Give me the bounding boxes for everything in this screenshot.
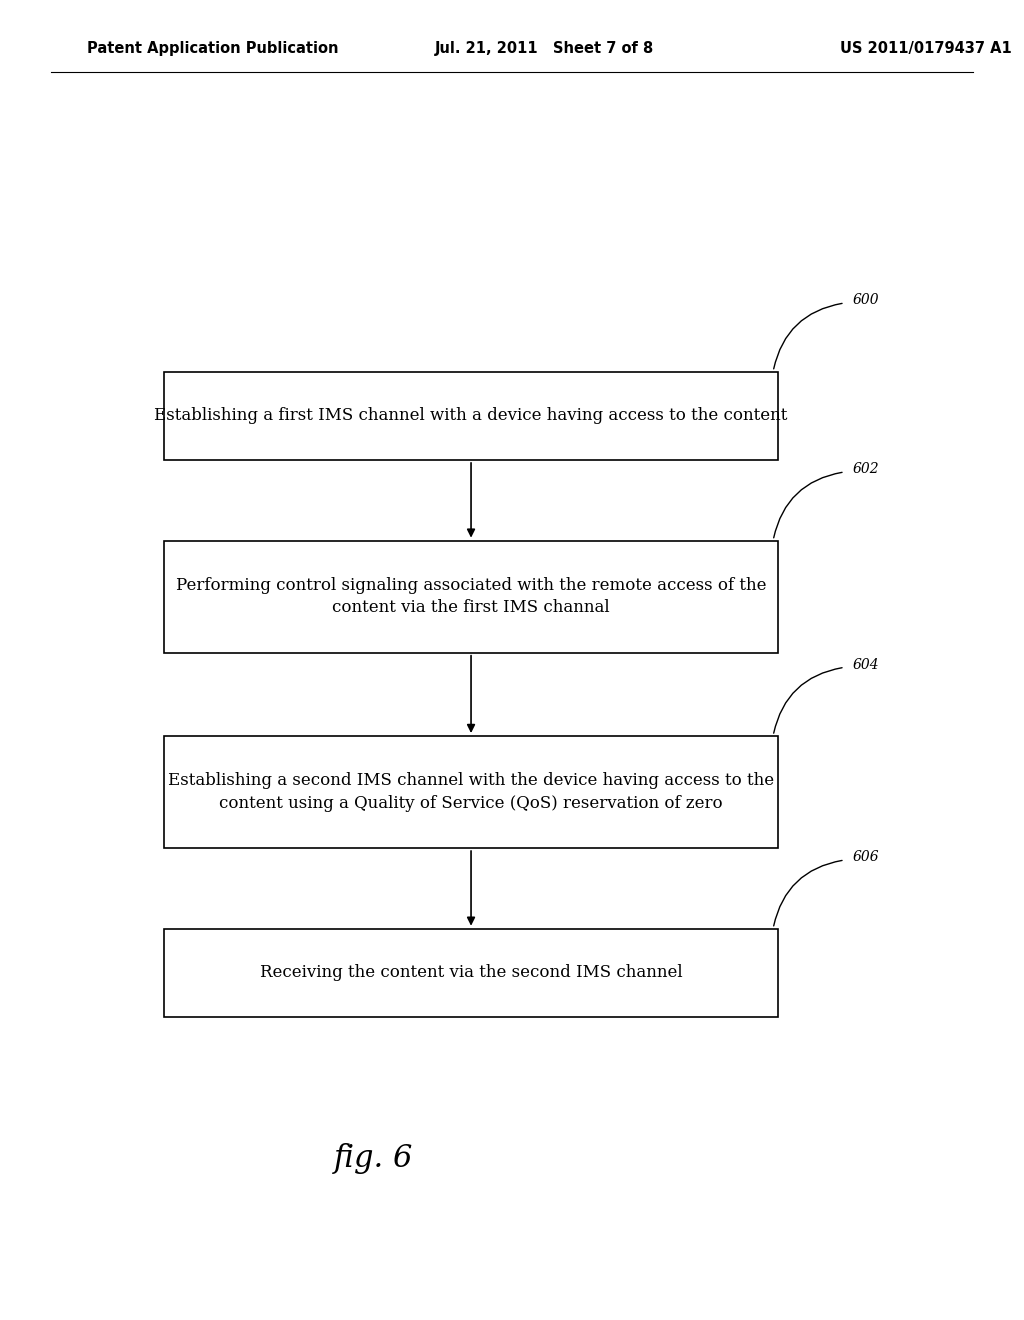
Text: fig. 6: fig. 6 <box>334 1143 414 1175</box>
Text: Receiving the content via the second IMS channel: Receiving the content via the second IMS… <box>260 965 682 981</box>
Text: Establishing a second IMS channel with the device having access to the
content u: Establishing a second IMS channel with t… <box>168 772 774 812</box>
Text: 600: 600 <box>853 293 880 308</box>
Text: 604: 604 <box>853 657 880 672</box>
Text: 606: 606 <box>853 850 880 865</box>
FancyBboxPatch shape <box>164 929 778 1016</box>
Text: US 2011/0179437 A1: US 2011/0179437 A1 <box>840 41 1012 55</box>
Text: Performing control signaling associated with the remote access of the
content vi: Performing control signaling associated … <box>176 577 766 616</box>
Text: Jul. 21, 2011   Sheet 7 of 8: Jul. 21, 2011 Sheet 7 of 8 <box>435 41 654 55</box>
Text: Establishing a first IMS channel with a device having access to the content: Establishing a first IMS channel with a … <box>155 408 787 424</box>
FancyBboxPatch shape <box>164 541 778 652</box>
FancyBboxPatch shape <box>164 737 778 847</box>
Text: 602: 602 <box>853 462 880 477</box>
FancyBboxPatch shape <box>164 371 778 459</box>
Text: Patent Application Publication: Patent Application Publication <box>87 41 339 55</box>
